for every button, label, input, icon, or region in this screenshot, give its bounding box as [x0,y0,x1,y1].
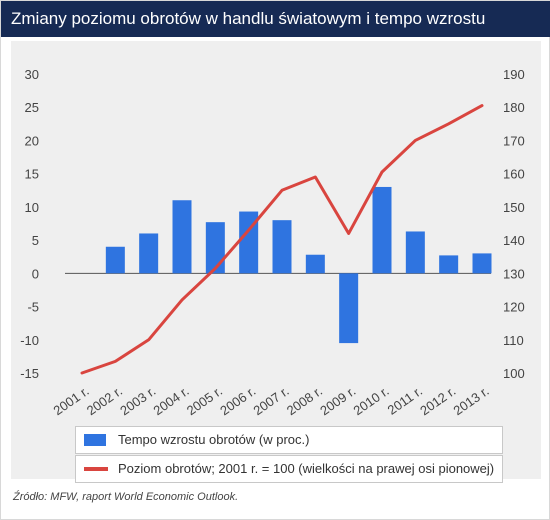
bar [439,255,459,274]
x-axis-tick-label: 2006 r. [217,383,258,418]
left-axis-tick-label: 5 [32,233,39,248]
left-axis-tick-label: 25 [25,100,39,115]
bar [139,233,159,274]
left-axis-tick-label: 15 [25,167,39,182]
right-axis-tick-label: 180 [503,100,525,115]
bar [372,186,392,274]
x-axis-tick-label: 2007 r. [251,383,292,418]
x-axis-tick-label: 2009 r. [317,383,358,418]
right-axis-tick-label: 110 [503,333,524,348]
bar [472,253,492,274]
x-axis-tick-label: 2001 r. [51,383,92,418]
left-axis-tick-label: 10 [25,200,39,215]
legend-item-line: Poziom obrotów; 2001 r. = 100 (wielkości… [75,455,503,483]
right-axis-tick-label: 120 [503,300,525,315]
right-axis-tick-label: 140 [503,233,525,248]
x-axis-tick-label: 2010 r. [351,383,392,418]
left-axis-tick-label: 20 [25,133,39,148]
x-axis-tick-label: 2008 r. [284,383,325,418]
legend-bar-label: Tempo wzrostu obrotów (w proc.) [118,432,310,447]
right-axis-tick-label: 100 [503,366,525,381]
line-series [80,104,484,375]
chart-title: Zmiany poziomu obrotów w handlu światowy… [1,1,550,37]
legend-item-bar: Tempo wzrostu obrotów (w proc.) [75,426,503,454]
legend-line-label: Poziom obrotów; 2001 r. = 100 (wielkości… [118,461,495,476]
right-axis-tick-label: 170 [503,133,525,148]
left-axis-tick-label: -10 [20,333,39,348]
x-axis-tick-label: 2011 r. [385,383,425,418]
combo-chart: 30 25 20 15 10 5 0 -5 -10 -15 190 180 170 160 150 140 13… [20,67,525,418]
x-axis-tick-label: 2005 r. [184,383,225,418]
legend-bar-swatch [84,434,106,446]
left-axis-tick-label: -5 [27,300,39,315]
bar [305,254,325,274]
bar [339,273,359,344]
x-axis-tick-label: 2004 r. [151,383,192,418]
bar [172,200,192,274]
left-axis-tick-label: 0 [32,266,39,281]
x-axis-tick-label: 2013 r. [451,383,492,418]
x-axis-tick-label: 2012 r. [417,383,458,418]
right-axis-tick-label: 190 [503,67,525,82]
x-axis-tick-label: 2002 r. [84,383,125,418]
bar [405,231,425,274]
left-axis-tick-label: -15 [20,366,39,381]
right-axis-tick-label: 160 [503,167,525,182]
x-axis-tick-label: 2003 r. [117,383,158,418]
right-axis-tick-label: 150 [503,200,525,215]
legend-line-swatch [84,467,108,471]
bar [205,222,225,274]
bar [105,246,125,274]
right-axis-tick-label: 130 [503,266,525,281]
left-axis-tick-label: 30 [25,67,39,82]
bar [239,211,259,274]
source-note: Źródło: MFW, raport World Economic Outlo… [13,491,239,503]
bar [272,220,292,274]
